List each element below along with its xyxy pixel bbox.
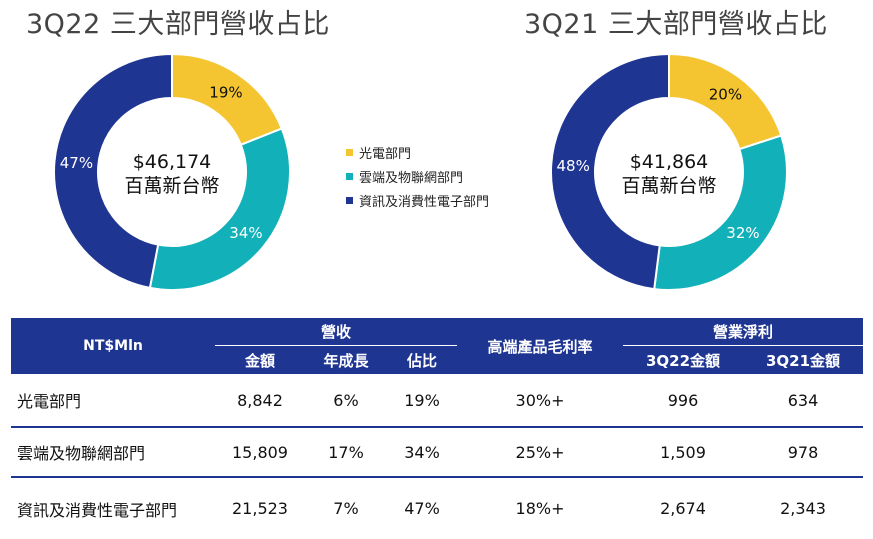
header-3q22-amount: 3Q22金額 [623, 345, 744, 374]
slice-label-cloud-iot: 32% [726, 224, 759, 242]
segment-name: 光電部門 [11, 374, 215, 428]
donut-slice-it-consumer [550, 52, 670, 291]
segment-name: 雲端及物聯網部門 [11, 427, 215, 478]
legend-label: 光電部門 [359, 146, 412, 162]
center-total: $46,174 [132, 151, 212, 173]
slice-label-cloud-iot: 34% [229, 224, 262, 242]
donut-slice-it-consumer [53, 52, 173, 290]
header-3q21-amount: 3Q21金額 [743, 345, 864, 374]
gross-margin: 18%+ [515, 499, 565, 518]
revenue-growth: 6% [305, 374, 387, 428]
slice-label-it-consumer: 48% [557, 157, 590, 175]
chart-legend: 光電部門 雲端及物聯網部門 資訊及消費性電子部門 [346, 140, 489, 212]
table-row: 資訊及消費性電子部門 21,523 7% 47% 18%+ 2,674 2,34… [11, 477, 863, 539]
center-unit: 百萬新台幣 [124, 175, 220, 197]
header-yoy-growth: 年成長 [305, 345, 387, 374]
center-total: $41,864 [629, 151, 709, 173]
profit-3q21: 978 [743, 427, 864, 478]
segment-metrics-table: NT$Mln 營收 高端產品毛利率 營業淨利 金額 年成長 佔比 3Q22金額 … [11, 318, 864, 539]
legend-label: 雲端及物聯網部門 [359, 170, 464, 186]
slice-label-it-consumer: 47% [60, 154, 93, 172]
header-high-end-margin: 高端產品毛利率 [457, 318, 624, 374]
profit-3q21: 2,343 [780, 499, 826, 518]
slice-label-optoelectronics: 20% [709, 85, 742, 103]
center-unit: 百萬新台幣 [621, 175, 717, 197]
header-revenue-group: 營收 [215, 318, 458, 346]
revenue-growth: 17% [305, 427, 387, 478]
donut-slice-cloud-iot [653, 134, 788, 291]
legend-item-it-consumer: 資訊及消費性電子部門 [346, 188, 489, 212]
donut-chart-3q21: 20% 32% 48% [550, 52, 788, 291]
chart-title-3q22: 3Q22 三大部門營收占比 [26, 9, 330, 40]
revenue-growth: 7% [333, 499, 359, 518]
donut-chart-3q22: 19% 34% 47% [53, 52, 291, 291]
legend-item-optoelectronics: 光電部門 [346, 140, 489, 164]
slice-label-optoelectronics: 19% [209, 84, 242, 102]
profit-3q22: 1,509 [623, 427, 744, 478]
legend-label: 資訊及消費性電子部門 [359, 194, 490, 210]
header-share: 佔比 [387, 345, 458, 374]
header-operating-profit-group: 營業淨利 [623, 318, 864, 346]
table-row: 光電部門 8,842 6% 19% 30%+ 996 634 [11, 374, 864, 428]
revenue-amount: 15,809 [215, 427, 305, 478]
donut-slice-cloud-iot [148, 127, 291, 291]
table-row: 雲端及物聯網部門 15,809 17% 34% 25%+ 1,509 978 [11, 427, 864, 478]
donut-center-3q22: $46,174 百萬新台幣 [52, 150, 292, 198]
legend-swatch [346, 196, 353, 204]
profit-3q22: 996 [623, 374, 744, 428]
chart-title-3q21: 3Q21 三大部門營收占比 [524, 9, 828, 40]
header-amount: 金額 [215, 345, 305, 374]
segment-name: 資訊及消費性電子部門 [17, 500, 178, 520]
donut-center-3q21: $41,864 百萬新台幣 [549, 150, 789, 198]
profit-3q22: 2,674 [660, 499, 706, 518]
revenue-amount: 21,523 [232, 499, 288, 518]
legend-swatch [346, 148, 353, 156]
revenue-share: 19% [387, 374, 458, 428]
legend-swatch [346, 172, 353, 180]
revenue-share: 34% [387, 427, 458, 478]
revenue-share: 47% [404, 499, 440, 518]
gross-margin: 30%+ [457, 374, 624, 428]
gross-margin: 25%+ [457, 427, 624, 478]
legend-item-cloud-iot: 雲端及物聯網部門 [346, 164, 489, 188]
row-header-unit: NT$Mln [11, 318, 215, 374]
revenue-amount: 8,842 [215, 374, 305, 428]
profit-3q21: 634 [743, 374, 864, 428]
